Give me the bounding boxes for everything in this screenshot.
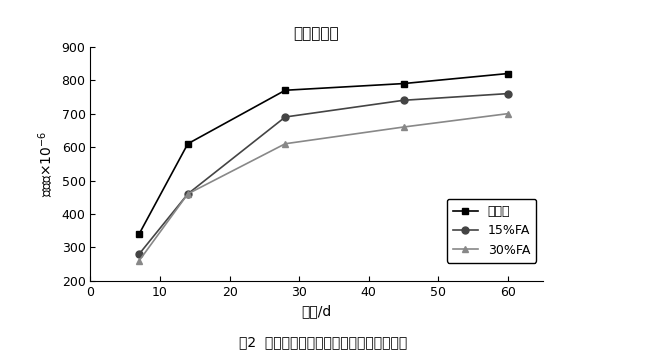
15%FA bbox=[282, 115, 289, 119]
Title: 单掺粉煤灿: 单掺粉煤灿 bbox=[294, 27, 339, 41]
纯水泥 bbox=[400, 81, 408, 86]
30%FA bbox=[135, 258, 143, 263]
纯水泥 bbox=[282, 88, 289, 93]
30%FA bbox=[184, 192, 192, 196]
纯水泥 bbox=[504, 71, 512, 76]
X-axis label: 龄期/d: 龄期/d bbox=[302, 304, 331, 318]
Y-axis label: 干缩率×10$^{-6}$: 干缩率×10$^{-6}$ bbox=[37, 131, 56, 197]
30%FA bbox=[400, 125, 408, 129]
Line: 15%FA: 15%FA bbox=[136, 90, 512, 257]
纯水泥 bbox=[135, 232, 143, 236]
30%FA bbox=[504, 112, 512, 116]
Text: 图2  单掺粉煤灿对水泥砂浆干缩性能的影响: 图2 单掺粉煤灿对水泥砂浆干缩性能的影响 bbox=[239, 335, 407, 349]
Line: 30%FA: 30%FA bbox=[136, 110, 512, 264]
15%FA bbox=[400, 98, 408, 103]
30%FA bbox=[282, 141, 289, 146]
15%FA bbox=[135, 252, 143, 256]
15%FA bbox=[184, 192, 192, 196]
15%FA bbox=[504, 91, 512, 96]
Line: 纯水泥: 纯水泥 bbox=[136, 70, 512, 238]
Legend: 纯水泥, 15%FA, 30%FA: 纯水泥, 15%FA, 30%FA bbox=[446, 199, 536, 263]
纯水泥 bbox=[184, 141, 192, 146]
